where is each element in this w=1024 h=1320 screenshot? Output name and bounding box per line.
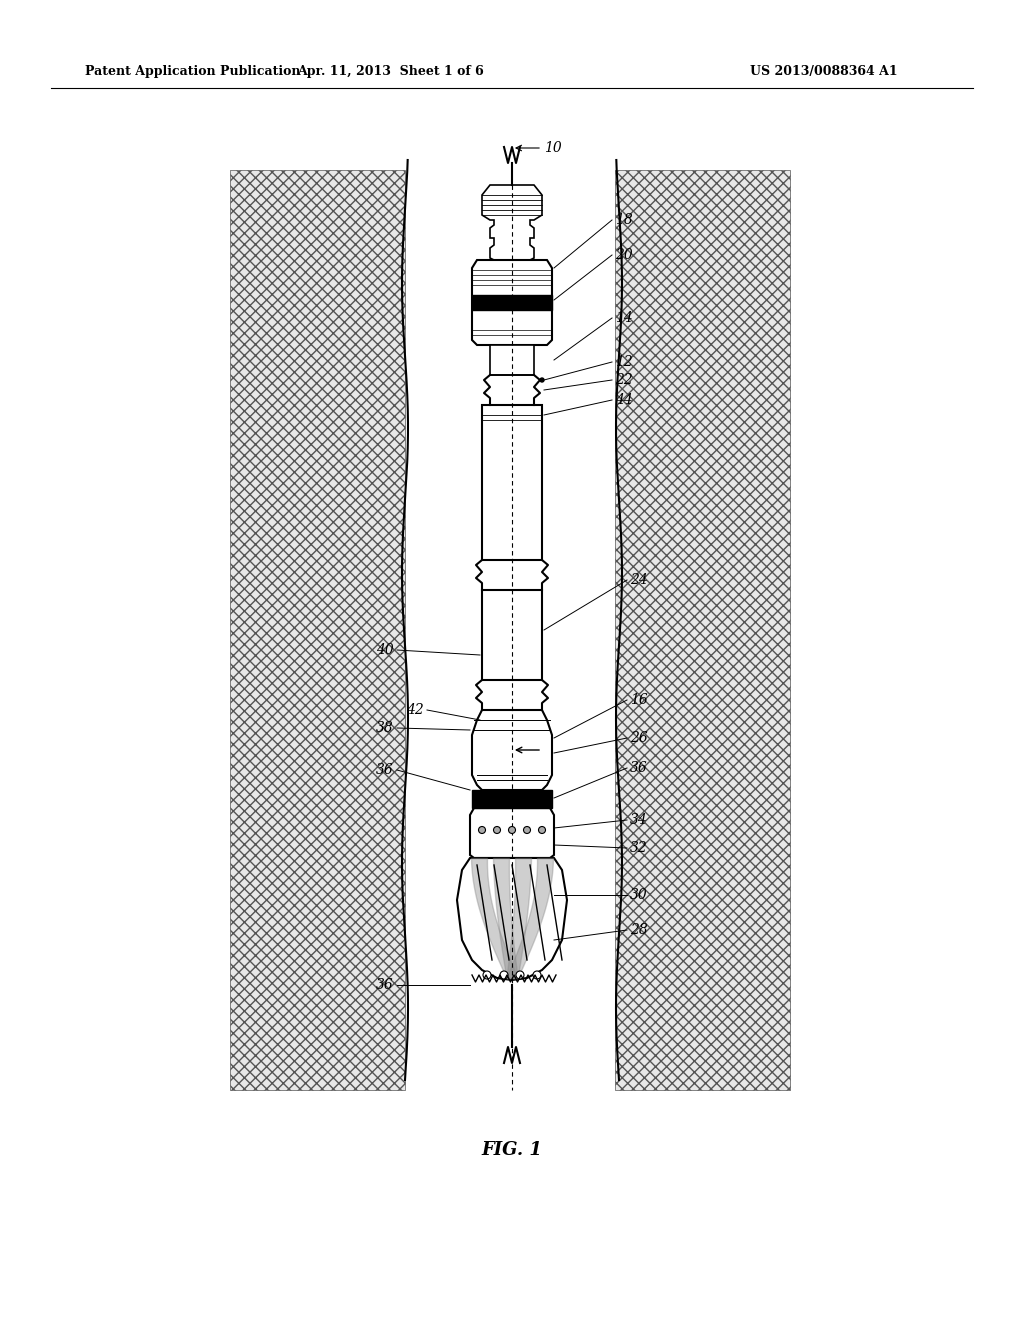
Circle shape xyxy=(540,378,544,381)
Text: US 2013/0088364 A1: US 2013/0088364 A1 xyxy=(750,66,898,78)
Bar xyxy=(490,345,534,375)
Text: 36: 36 xyxy=(630,762,648,775)
Circle shape xyxy=(509,826,515,833)
Bar xyxy=(482,590,542,680)
Text: 36: 36 xyxy=(376,978,394,993)
Text: 16: 16 xyxy=(630,693,648,708)
Circle shape xyxy=(539,826,546,833)
Text: 24: 24 xyxy=(630,573,648,587)
Circle shape xyxy=(500,972,508,979)
Polygon shape xyxy=(482,185,542,260)
Text: 28: 28 xyxy=(630,923,648,937)
Text: Apr. 11, 2013  Sheet 1 of 6: Apr. 11, 2013 Sheet 1 of 6 xyxy=(297,66,483,78)
Bar xyxy=(472,294,552,310)
Circle shape xyxy=(483,972,490,979)
Text: 34: 34 xyxy=(630,813,648,828)
Text: 26: 26 xyxy=(630,731,648,744)
Circle shape xyxy=(516,972,524,979)
Text: 10: 10 xyxy=(544,141,562,154)
Polygon shape xyxy=(457,858,567,979)
Text: 20: 20 xyxy=(615,248,633,261)
Polygon shape xyxy=(472,260,552,345)
Bar xyxy=(482,405,542,560)
Text: 14: 14 xyxy=(615,312,633,325)
Text: 12: 12 xyxy=(615,355,633,370)
Text: 30: 30 xyxy=(630,888,648,902)
Bar xyxy=(472,789,552,808)
Circle shape xyxy=(494,826,501,833)
Text: FIG. 1: FIG. 1 xyxy=(481,1140,543,1159)
Circle shape xyxy=(534,972,541,979)
Polygon shape xyxy=(470,808,554,858)
Text: 38: 38 xyxy=(376,721,394,735)
Bar xyxy=(230,170,406,1090)
Bar xyxy=(615,170,790,1090)
Text: 42: 42 xyxy=(407,704,424,717)
Text: 32: 32 xyxy=(630,841,648,855)
Text: 44: 44 xyxy=(615,393,633,407)
Text: 18: 18 xyxy=(615,213,633,227)
Text: Patent Application Publication: Patent Application Publication xyxy=(85,66,300,78)
Text: 40: 40 xyxy=(376,643,394,657)
Circle shape xyxy=(478,826,485,833)
Circle shape xyxy=(523,826,530,833)
Text: 36: 36 xyxy=(376,763,394,777)
Polygon shape xyxy=(472,710,552,789)
Text: 22: 22 xyxy=(615,374,633,387)
